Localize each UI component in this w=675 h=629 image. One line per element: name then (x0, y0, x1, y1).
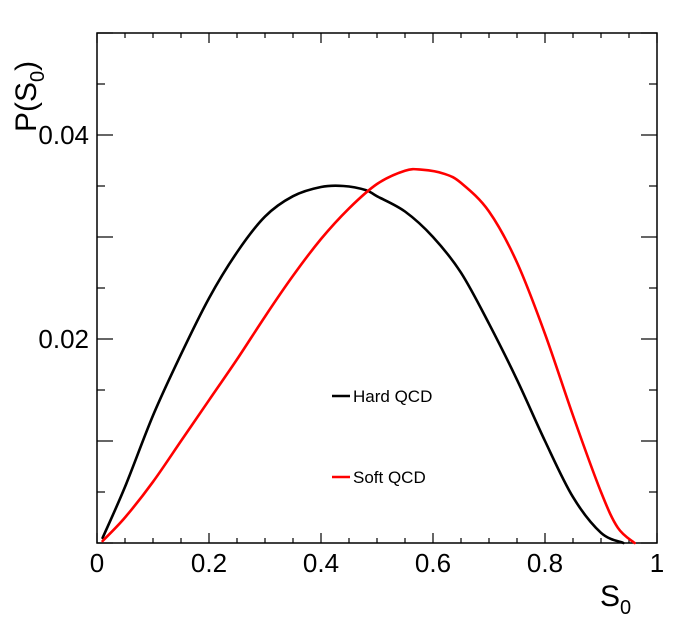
plot-area-border (96, 32, 658, 544)
x-tick-label: 0.4 (303, 548, 339, 578)
x-tick-label: 0 (90, 548, 104, 578)
x-tick-label: 0.6 (415, 548, 451, 578)
tick-labels: 0 0.2 0.4 0.6 0.8 1 0.02 0.04 (38, 120, 664, 578)
x-tick-label: 1 (650, 548, 664, 578)
y-tick-label: 0.04 (38, 120, 89, 150)
series-line-soft-qcd (101, 167, 636, 545)
legend-label-hard-qcd: Hard QCD (353, 387, 432, 406)
legend: Hard QCD Soft QCD (332, 387, 432, 487)
axis-ticks (96, 32, 658, 544)
y-axis-label: P(S0) (10, 61, 49, 132)
series-layer (101, 167, 636, 545)
x-tick-label: 0.8 (527, 548, 563, 578)
x-axis-label: S0 (600, 580, 631, 619)
legend-label-soft-qcd: Soft QCD (353, 468, 426, 487)
x-tick-label: 0.2 (191, 548, 227, 578)
plot-frame (96, 32, 658, 544)
y-tick-label: 0.02 (38, 324, 89, 354)
series-line-hard-qcd (101, 184, 625, 545)
